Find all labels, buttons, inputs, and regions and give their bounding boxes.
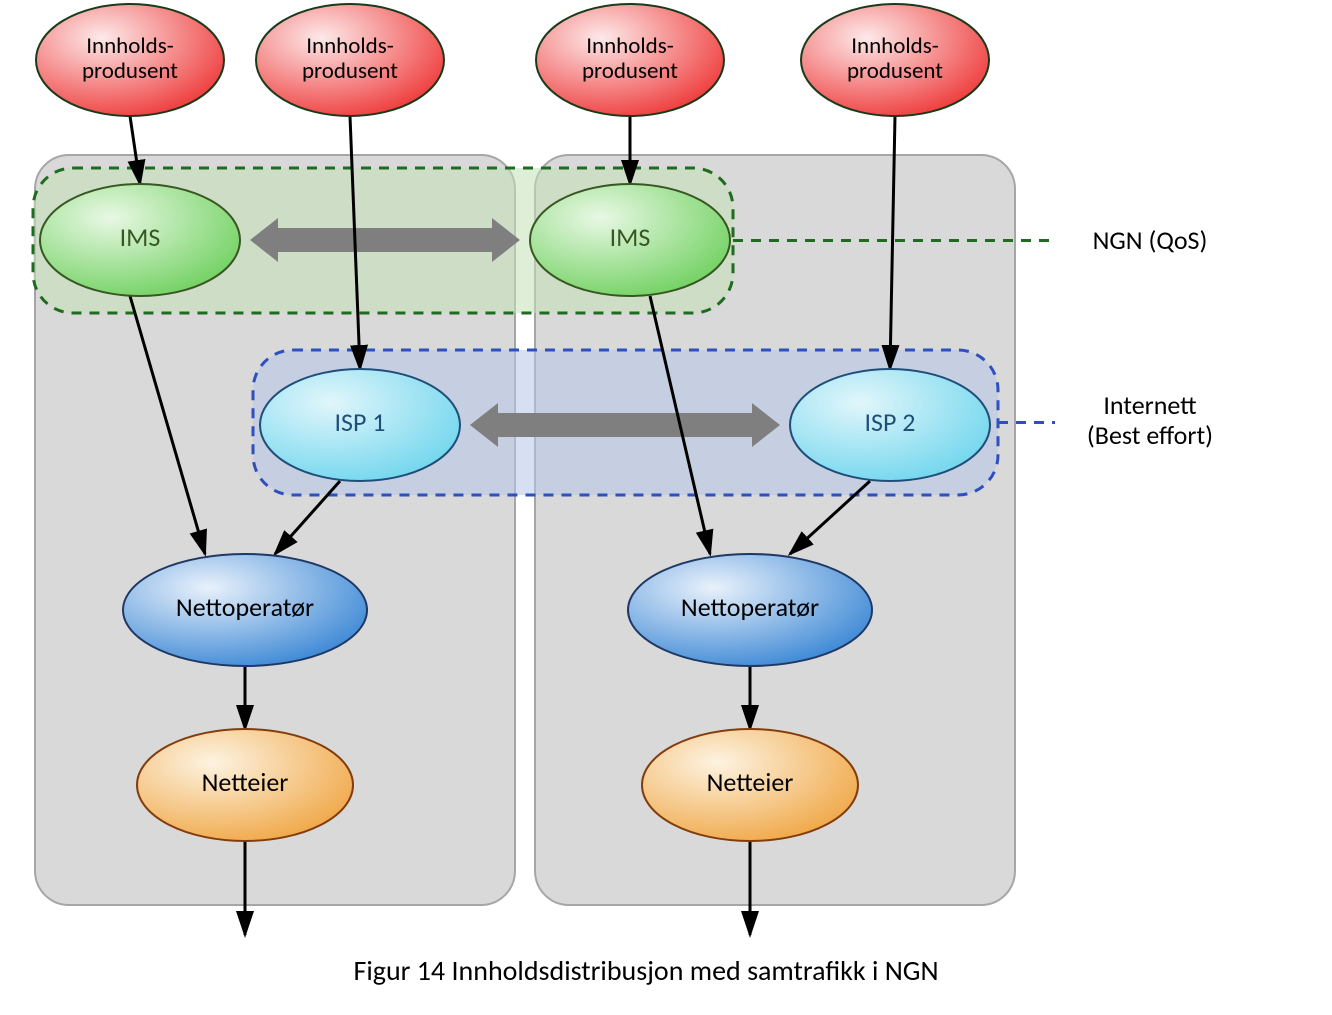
node-label-prod1: produsent — [82, 57, 178, 85]
node-label-ims1: IMS — [120, 221, 161, 253]
ngn-group-label: NGN (QoS) — [1093, 224, 1208, 256]
internet-group-label: (Best effort) — [1087, 419, 1213, 451]
node-label-prod2: produsent — [302, 57, 398, 85]
node-label-owner1: Netteier — [202, 766, 289, 798]
node-label-netop1: Nettoperatør — [176, 591, 314, 623]
node-label-isp1: ISP 1 — [335, 406, 386, 438]
node-label-prod4: produsent — [847, 57, 943, 85]
figure-caption: Figur 14 Innholdsdistribusjon med samtra… — [353, 953, 938, 988]
node-label-prod3: produsent — [582, 57, 678, 85]
internet-group-label: Internett — [1103, 389, 1197, 421]
node-label-owner2: Netteier — [707, 766, 794, 798]
node-label-prod2: Innholds- — [306, 32, 394, 60]
node-label-prod3: Innholds- — [586, 32, 674, 60]
node-label-isp2: ISP 2 — [865, 406, 916, 438]
node-label-prod4: Innholds- — [851, 32, 939, 60]
node-label-netop2: Nettoperatør — [681, 591, 819, 623]
node-label-ims2: IMS — [610, 221, 651, 253]
node-label-prod1: Innholds- — [86, 32, 174, 60]
